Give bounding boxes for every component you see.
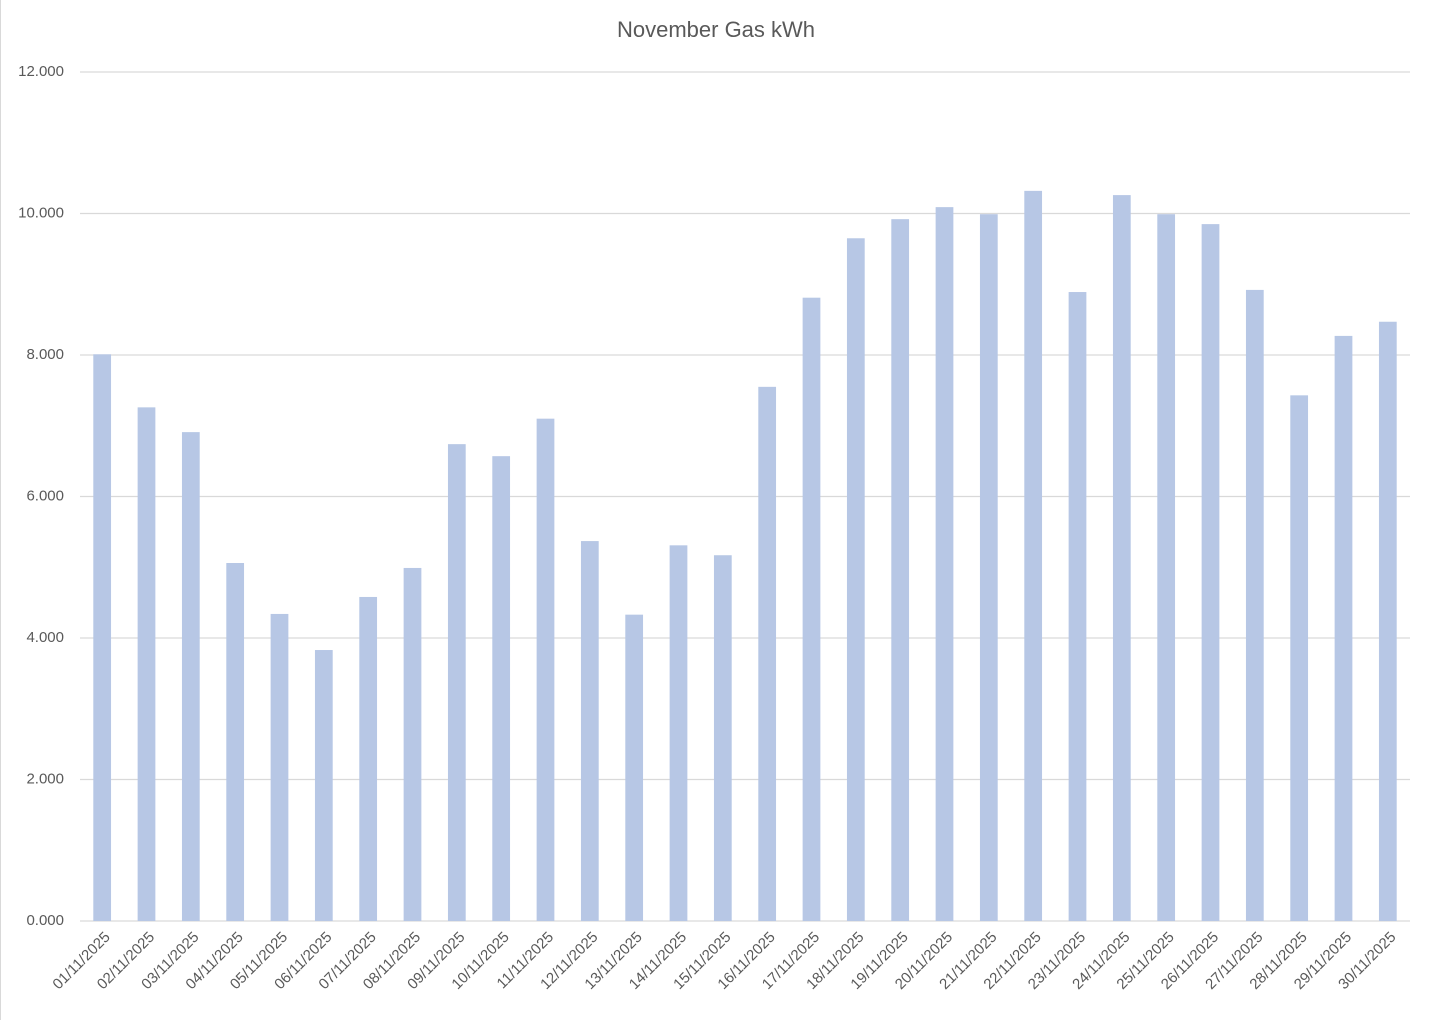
y-tick-label: 10.000 <box>18 204 64 221</box>
bar <box>1112 195 1131 922</box>
bar <box>669 545 688 921</box>
bar <box>979 214 998 921</box>
bar <box>226 563 245 921</box>
bar <box>492 456 511 921</box>
bar <box>1290 395 1309 921</box>
bar <box>846 238 865 921</box>
y-tick-label: 4.000 <box>26 629 64 646</box>
y-tick-label: 8.000 <box>26 346 64 363</box>
bar <box>1157 214 1176 921</box>
bar <box>270 613 289 921</box>
bar <box>1245 289 1264 921</box>
bar <box>758 386 777 921</box>
bar <box>1024 190 1043 922</box>
bar <box>1201 224 1220 922</box>
bar <box>1334 335 1353 922</box>
bar <box>447 444 466 921</box>
bar <box>935 207 954 921</box>
bar <box>625 614 644 921</box>
bar <box>802 297 821 921</box>
bar <box>93 354 112 922</box>
bar <box>137 407 156 922</box>
y-tick-label: 6.000 <box>26 487 64 504</box>
bar <box>1068 292 1087 922</box>
y-tick-label: 0.000 <box>26 912 64 929</box>
bar <box>536 418 555 921</box>
bar <box>359 596 378 921</box>
bar <box>181 432 200 921</box>
y-tick-label: 2.000 <box>26 770 64 787</box>
chart-title: November Gas kWh <box>617 17 815 42</box>
bar <box>891 219 910 921</box>
bar <box>403 567 422 921</box>
bar <box>713 555 732 921</box>
y-tick-label: 12.000 <box>18 63 64 80</box>
bar <box>580 541 599 921</box>
bar <box>314 650 333 921</box>
bar <box>1378 321 1397 921</box>
